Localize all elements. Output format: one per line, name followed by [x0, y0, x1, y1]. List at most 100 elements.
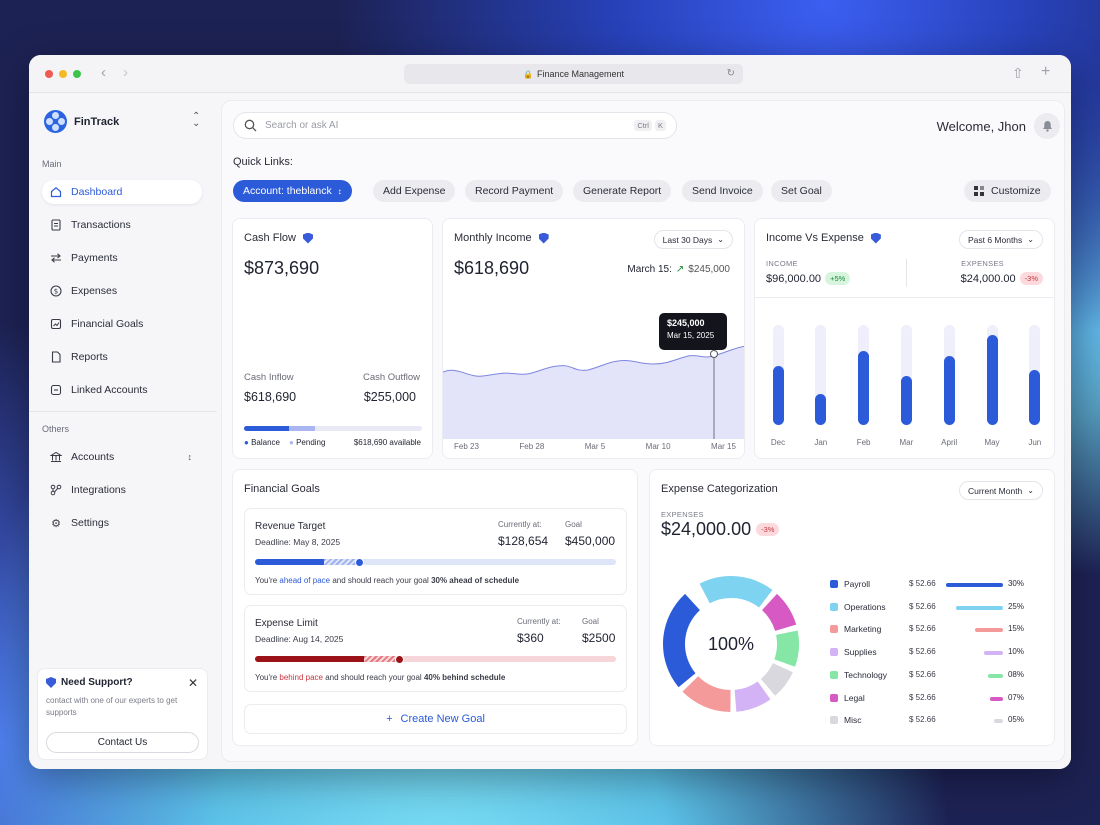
browser-titlebar: ‹ › 🔒 Finance Management ↻ ⇧ +	[29, 55, 1071, 93]
legend-swatch	[830, 716, 838, 725]
sidebar-item-expenses[interactable]: $ Expenses	[42, 279, 202, 303]
date-value: $245,000	[688, 264, 730, 275]
minimize-window-button[interactable]	[59, 70, 67, 78]
donut-slice-operations[interactable]	[699, 576, 773, 608]
goal-deadline: Deadline: Aug 14, 2025	[255, 634, 344, 644]
current-value: $128,654	[498, 534, 549, 548]
legend-row-marketing[interactable]: Marketing $ 52.66 15%	[830, 623, 1040, 637]
report-icon	[50, 351, 62, 363]
legend-swatch	[830, 625, 838, 634]
goal-label: Goal	[582, 617, 599, 626]
new-tab-icon[interactable]: +	[1041, 63, 1051, 80]
quick-link-add-expense[interactable]: Add Expense	[373, 180, 456, 202]
verified-shield-icon	[870, 232, 881, 244]
support-text: contact with one of our experts to get s…	[46, 696, 178, 717]
create-new-goal-button[interactable]: + Create New Goal	[244, 704, 627, 734]
bar-jun[interactable]	[1029, 370, 1041, 425]
donut-slice-misc[interactable]	[760, 662, 793, 696]
monthly-income-value: $618,690	[454, 258, 530, 278]
income-row: $96,000.00 +5%	[766, 272, 851, 285]
notification-bell-icon[interactable]	[1034, 113, 1060, 139]
sidebar-item-linked-accounts[interactable]: Linked Accounts	[42, 378, 202, 402]
legend-name: Payroll	[844, 579, 870, 589]
expense-categorization-card: Expense Categorization Current Month ⌄ E…	[649, 469, 1055, 746]
date-label: March 15:	[627, 264, 672, 275]
customize-button[interactable]: Customize	[964, 180, 1051, 202]
close-window-button[interactable]	[45, 70, 53, 78]
legend-row-payroll[interactable]: Payroll $ 52.66 30%	[830, 578, 1040, 592]
forward-arrow-icon[interactable]: ›	[123, 64, 128, 81]
shield-heart-icon	[46, 677, 56, 688]
welcome-text: Welcome, Jhon	[936, 119, 1026, 134]
bar-feb[interactable]	[858, 351, 870, 425]
search-input[interactable]: Search or ask AI Ctrl K	[233, 112, 677, 139]
account-selector-label: Account: theblanck	[243, 185, 332, 197]
share-icon[interactable]: ⇧	[1012, 65, 1024, 81]
bar-track	[900, 325, 912, 425]
address-bar[interactable]: 🔒 Finance Management ↻	[404, 64, 743, 84]
sidebar-item-settings[interactable]: ⚙ Settings	[42, 511, 202, 535]
range-label: Last 30 Days	[662, 234, 713, 245]
donut-slice-supplies[interactable]	[734, 681, 771, 712]
range-label: Past 6 Months	[967, 234, 1023, 245]
legend-swatch	[830, 670, 838, 679]
close-icon[interactable]: ✕	[187, 676, 198, 690]
donut-slice-payroll[interactable]	[663, 593, 701, 688]
bar-may[interactable]	[986, 335, 998, 425]
x-tick: Dec	[770, 438, 786, 447]
sidebar-item-financial-goals[interactable]: Financial Goals	[42, 312, 202, 336]
sidebar-item-payments[interactable]: Payments	[42, 246, 202, 270]
sidebar-item-dashboard[interactable]: Dashboard	[42, 180, 202, 204]
quick-link-send-invoice[interactable]: Send Invoice	[682, 180, 763, 202]
support-card: Need Support? ✕ contact with one of our …	[37, 668, 208, 760]
back-arrow-icon[interactable]: ‹	[101, 64, 106, 81]
goal-revenue-target[interactable]: Revenue Target Deadline: May 8, 2025 Cur…	[244, 508, 627, 595]
account-selector[interactable]: Account: theblanck ↕	[233, 180, 352, 202]
chevron-updown-icon[interactable]: ↕	[187, 452, 193, 462]
legend-row-operations[interactable]: Operations $ 52.66 25%	[830, 601, 1040, 615]
sidebar-item-reports[interactable]: Reports	[42, 345, 202, 369]
legend-amount: $ 52.66	[909, 624, 936, 634]
sidebar-item-label: Payments	[71, 252, 118, 264]
goal-deadline: Deadline: May 8, 2025	[255, 537, 341, 547]
contact-us-button[interactable]: Contact Us	[46, 732, 199, 753]
range-dropdown[interactable]: Last 30 Days ⌄	[653, 230, 733, 249]
brand[interactable]: FinTrack	[44, 110, 119, 133]
range-dropdown[interactable]: Past 6 Months ⌄	[958, 230, 1043, 249]
legend-row-supplies[interactable]: Supplies $ 52.66 10%	[830, 646, 1040, 660]
cash-outflow-value: $255,000	[363, 390, 416, 404]
chevron-down-icon: ⌄	[717, 235, 724, 244]
balance-bar	[244, 426, 289, 431]
chevron-down-icon: ⌄	[1027, 235, 1034, 244]
legend-swatch	[830, 648, 838, 657]
bar-jan[interactable]	[815, 394, 827, 425]
chevron-updown-icon[interactable]: ⌃ ⌄	[192, 111, 201, 129]
bar-dec[interactable]	[772, 366, 784, 425]
legend-row-technology[interactable]: Technology $ 52.66 08%	[830, 669, 1040, 683]
legend-row-misc[interactable]: Misc $ 52.66 05%	[830, 714, 1040, 728]
sidebar-item-transactions[interactable]: Transactions	[42, 213, 202, 237]
donut-slice-technology[interactable]	[774, 630, 799, 667]
legend-name: Legal	[844, 692, 865, 703]
bar-april[interactable]	[943, 356, 955, 425]
legend-percent: 08%	[1007, 669, 1024, 679]
reload-icon[interactable]: ↻	[726, 68, 735, 79]
donut-slice-marketing[interactable]	[682, 675, 732, 712]
cash-flow-value: $873,690	[244, 258, 320, 278]
sidebar-item-integrations[interactable]: Integrations	[42, 478, 202, 502]
quick-link-generate-report[interactable]: Generate Report	[573, 180, 672, 202]
quick-link-set-goal[interactable]: Set Goal	[771, 180, 832, 202]
donut-slice-legal[interactable]	[761, 593, 797, 632]
legend-row-legal[interactable]: Legal $ 52.66 07%	[830, 692, 1040, 706]
bar-mar[interactable]	[900, 376, 912, 425]
goal-value: $2500	[582, 631, 616, 645]
goal-expense-limit[interactable]: Expense Limit Deadline: Aug 14, 2025 Cur…	[244, 605, 627, 692]
maximize-window-button[interactable]	[73, 70, 81, 78]
range-dropdown[interactable]: Current Month ⌄	[958, 481, 1043, 500]
legend-bar	[984, 651, 1003, 656]
cash-flow-card: Cash Flow $873,690 Cash Inflow $618,690 …	[232, 218, 433, 459]
quick-link-record-payment[interactable]: Record Payment	[465, 180, 564, 202]
sidebar-item-accounts[interactable]: Accounts ↕	[42, 445, 202, 469]
card-title: Financial Goals	[244, 483, 320, 495]
browser-window: ‹ › 🔒 Finance Management ↻ ⇧ + FinTrack …	[29, 55, 1071, 769]
